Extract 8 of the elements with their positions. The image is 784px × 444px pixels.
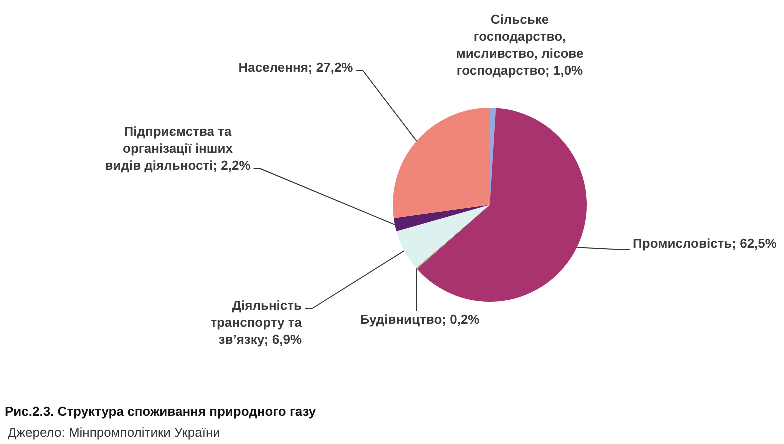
slice-label: Підприємства та організації інших видів діяльності; 2,2% xyxy=(105,124,252,174)
text: Джерело: Мінпромполітики України xyxy=(8,425,220,440)
slice-label: Населення; 27,2% xyxy=(238,60,354,76)
slice-label: Діяльність транспорту та зв’язку; 6,9% xyxy=(210,298,303,348)
slice-label: Будівництво; 0,2% xyxy=(360,312,480,328)
slice-label: Сільське господарство, мисливство, лісове господарство; 1,0% xyxy=(456,12,584,78)
slice-label: Промисловість; 62,5% xyxy=(633,236,778,252)
text: Рис.2.3. Структура споживання природного газу xyxy=(5,404,316,419)
